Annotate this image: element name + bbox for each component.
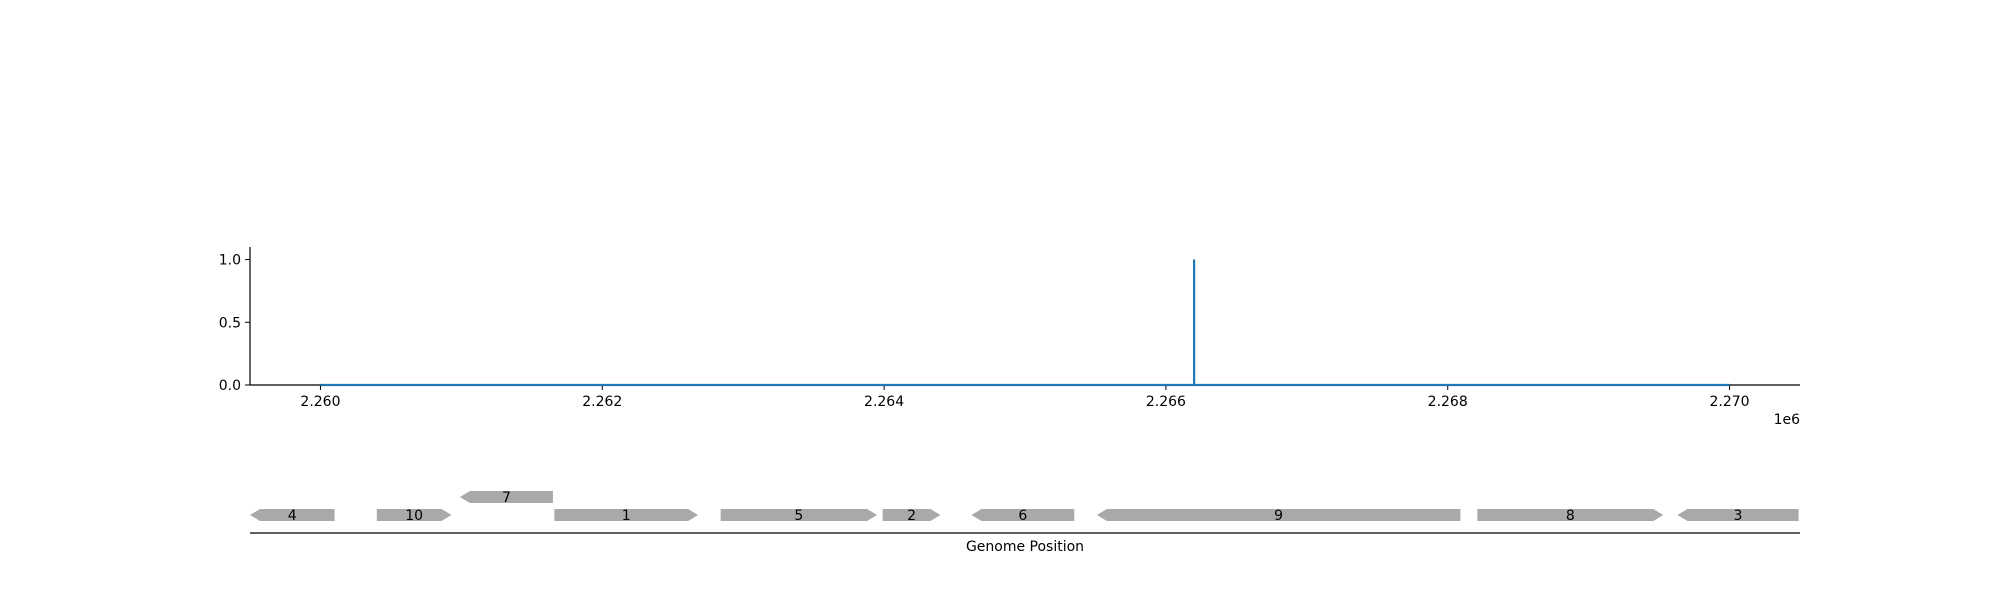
gene-arrow-5 (720, 509, 878, 521)
x-tick-label: 2.270 (1709, 394, 1749, 410)
gene-arrow-8 (1477, 509, 1664, 521)
gene-label: 10 (405, 508, 423, 524)
gene-track-axes: 4 10 7 1 5 2 6 9 8 3 Genome Position (250, 490, 1800, 555)
gene-label: 7 (502, 490, 511, 506)
gene-arrow-9 (1096, 509, 1461, 521)
x-tick-label: 2.260 (300, 394, 340, 410)
x-tick-label: 2.262 (582, 394, 622, 410)
x-tick-label: 2.264 (864, 394, 904, 410)
x-tick-label: 2.268 (1428, 394, 1468, 410)
gene-label: 2 (907, 508, 916, 524)
gene-arrow-3 (1677, 509, 1799, 521)
gene-arrow-6 (971, 509, 1075, 521)
x-tick-label: 2.266 (1146, 394, 1186, 410)
coverage-line (320, 259, 1730, 387)
y-tick-label: 1.0 (219, 253, 241, 269)
gene-label: 4 (288, 508, 297, 524)
gene-arrow-1 (554, 509, 699, 521)
gene-arrow-2 (882, 509, 941, 521)
x-axis-title: Genome Position (966, 539, 1084, 555)
gene-label: 6 (1018, 508, 1027, 524)
gene-label: 1 (622, 508, 631, 524)
gene-arrow-7 (459, 491, 553, 503)
y-tick-label: 0.0 (219, 378, 241, 394)
gene-arrow-10 (376, 509, 452, 521)
gene-arrow-4 (250, 509, 335, 521)
y-tick-label: 0.5 (219, 315, 241, 331)
x-offset-label: 1e6 (1774, 412, 1801, 428)
gene-label: 5 (794, 508, 803, 524)
gene-label: 3 (1734, 508, 1743, 524)
coverage-axes: 2.260 2.262 2.264 2.266 2.268 2.270 0.0 0.5 1.0 1… (219, 247, 1800, 428)
gene-label: 8 (1566, 508, 1575, 524)
gene-label: 9 (1274, 508, 1283, 524)
